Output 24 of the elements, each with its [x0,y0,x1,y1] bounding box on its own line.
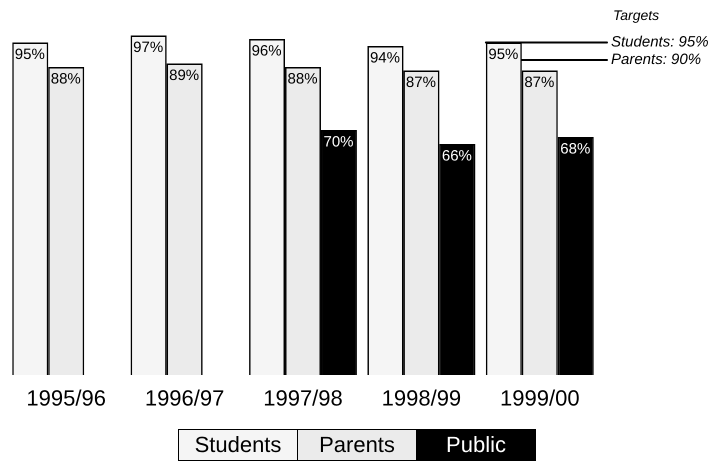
data-label: 88% [50,70,81,88]
data-label: 94% [370,50,400,67]
text: Public [446,432,506,458]
data-label: 66% [442,148,472,165]
x-tick-label: 1995/96 [26,385,106,410]
data-label: 96% [252,42,282,60]
x-tick-label: 1998/99 [382,385,462,410]
ref-line-label: Parents: 90% [611,51,702,68]
data-label: 70% [323,134,354,151]
x-tick-label: 1996/97 [144,385,224,410]
text: Targets [613,6,660,23]
x-tick-label: 1997/98 [263,385,343,410]
data-label: 87% [524,74,554,92]
data-label: 88% [288,70,318,88]
data-label: 95% [488,46,518,64]
data-label: 89% [169,67,200,84]
text: Parents [319,432,395,458]
ref-line-label: Students: 95% [611,34,709,51]
data-label: 87% [406,74,436,92]
data-label: 68% [560,140,590,158]
x-tick-label: 1999/00 [500,385,580,410]
data-label: 97% [133,39,164,56]
text: Students [194,432,282,458]
data-label: 95% [14,46,45,64]
